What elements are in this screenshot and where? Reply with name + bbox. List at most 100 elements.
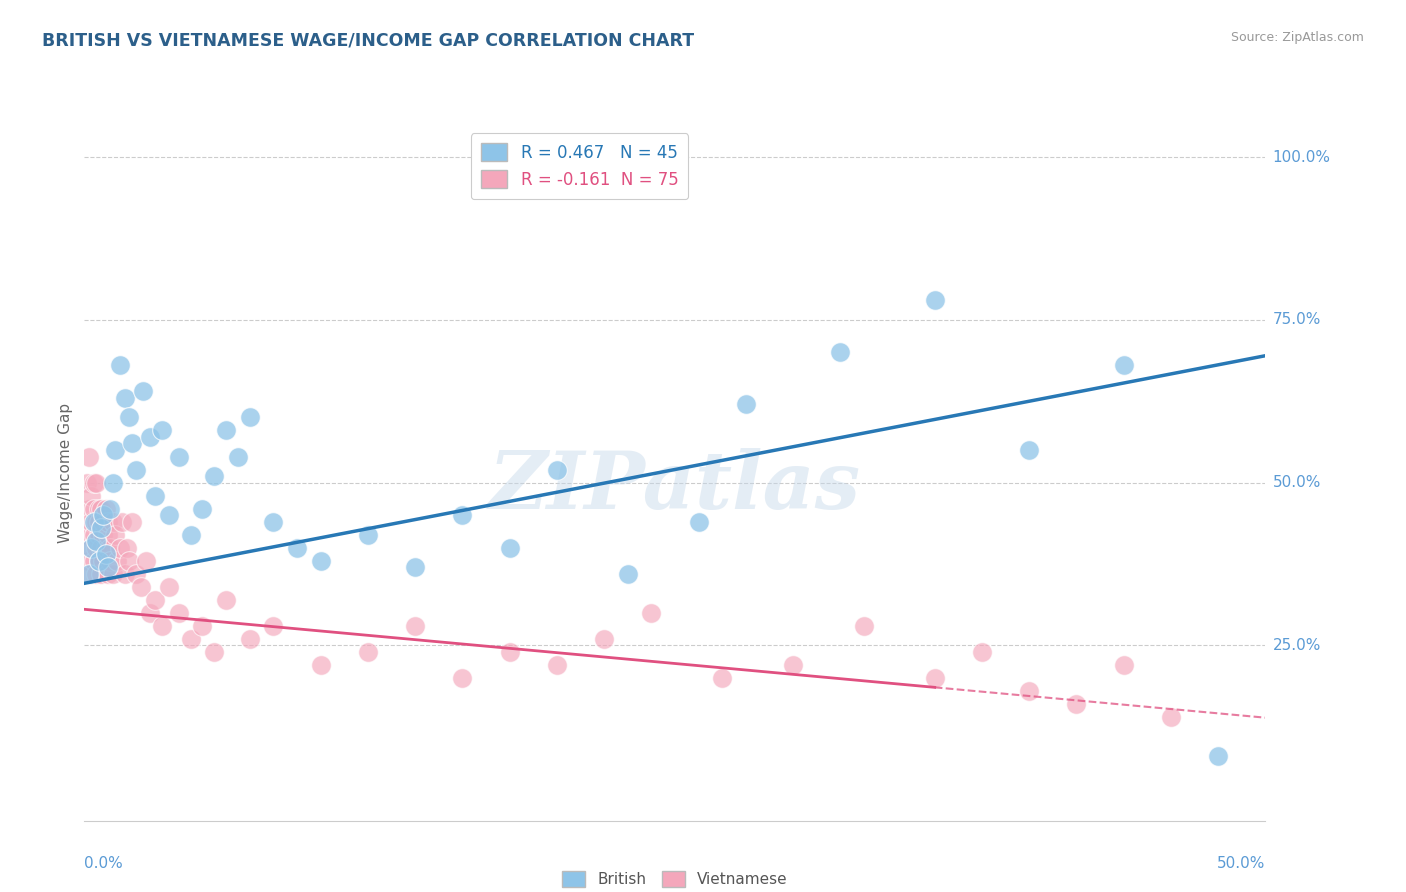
Text: ZIPatlas: ZIPatlas [489,448,860,525]
Point [83,553,105,567]
Point [97,560,120,574]
Point [640,606,662,620]
Point [80,541,103,555]
Point [107,553,129,567]
Text: 0.0%: 0.0% [84,856,124,871]
Point [167,606,190,620]
Point [80,489,103,503]
Point [87,527,110,541]
Point [150,618,173,632]
Y-axis label: Wage/Income Gap: Wage/Income Gap [58,402,73,543]
Point [215,592,238,607]
Point [688,515,710,529]
Point [83,501,105,516]
Point [546,657,568,672]
Point [77,501,100,516]
Point [108,359,131,373]
Point [94,501,117,516]
Point [1018,683,1040,698]
Point [121,436,143,450]
Point [101,475,124,490]
Point [498,644,520,658]
Point [80,515,103,529]
Point [90,501,112,516]
Legend: British, Vietnamese: British, Vietnamese [557,865,793,892]
Point [87,553,110,567]
Point [262,618,284,632]
Point [114,391,136,405]
Point [118,410,141,425]
Point [90,521,112,535]
Point [167,450,190,464]
Point [1112,359,1135,373]
Point [90,541,112,555]
Point [924,293,946,308]
Point [830,345,852,359]
Point [970,644,993,658]
Point [262,515,284,529]
Point [180,632,202,646]
Point [83,475,105,490]
Point [139,606,162,620]
Point [191,501,214,516]
Text: Source: ZipAtlas.com: Source: ZipAtlas.com [1230,31,1364,45]
Point [118,553,141,567]
Point [150,424,173,438]
Point [143,592,166,607]
Text: 25.0%: 25.0% [1272,638,1320,653]
Text: 100.0%: 100.0% [1272,150,1330,165]
Point [101,515,124,529]
Point [125,462,148,476]
Point [357,644,380,658]
Point [404,618,426,632]
Point [924,671,946,685]
Point [77,450,100,464]
Point [309,553,332,567]
Point [125,566,148,581]
Point [132,384,155,399]
Point [91,508,114,522]
Point [309,657,332,672]
Point [404,560,426,574]
Point [239,410,262,425]
Point [76,527,98,541]
Point [87,553,110,567]
Point [84,515,107,529]
Point [84,541,107,555]
Point [91,553,114,567]
Point [84,566,107,581]
Point [285,541,308,555]
Point [87,515,110,529]
Point [91,527,114,541]
Point [157,508,180,522]
Point [97,527,120,541]
Point [97,566,120,581]
Point [121,515,143,529]
Point [546,462,568,476]
Point [104,527,127,541]
Point [734,397,756,411]
Text: 50.0%: 50.0% [1218,856,1265,871]
Point [104,442,127,457]
Point [98,541,121,555]
Point [101,566,124,581]
Point [157,580,180,594]
Point [111,515,134,529]
Point [1160,709,1182,723]
Text: 75.0%: 75.0% [1272,312,1320,327]
Point [1112,657,1135,672]
Point [711,671,734,685]
Point [91,515,114,529]
Point [1066,697,1088,711]
Point [782,657,804,672]
Point [616,566,638,581]
Point [98,501,121,516]
Point [451,508,474,522]
Point [180,527,202,541]
Point [84,534,107,549]
Point [94,541,117,555]
Point [593,632,616,646]
Point [1018,442,1040,457]
Point [498,541,520,555]
Point [94,547,117,561]
